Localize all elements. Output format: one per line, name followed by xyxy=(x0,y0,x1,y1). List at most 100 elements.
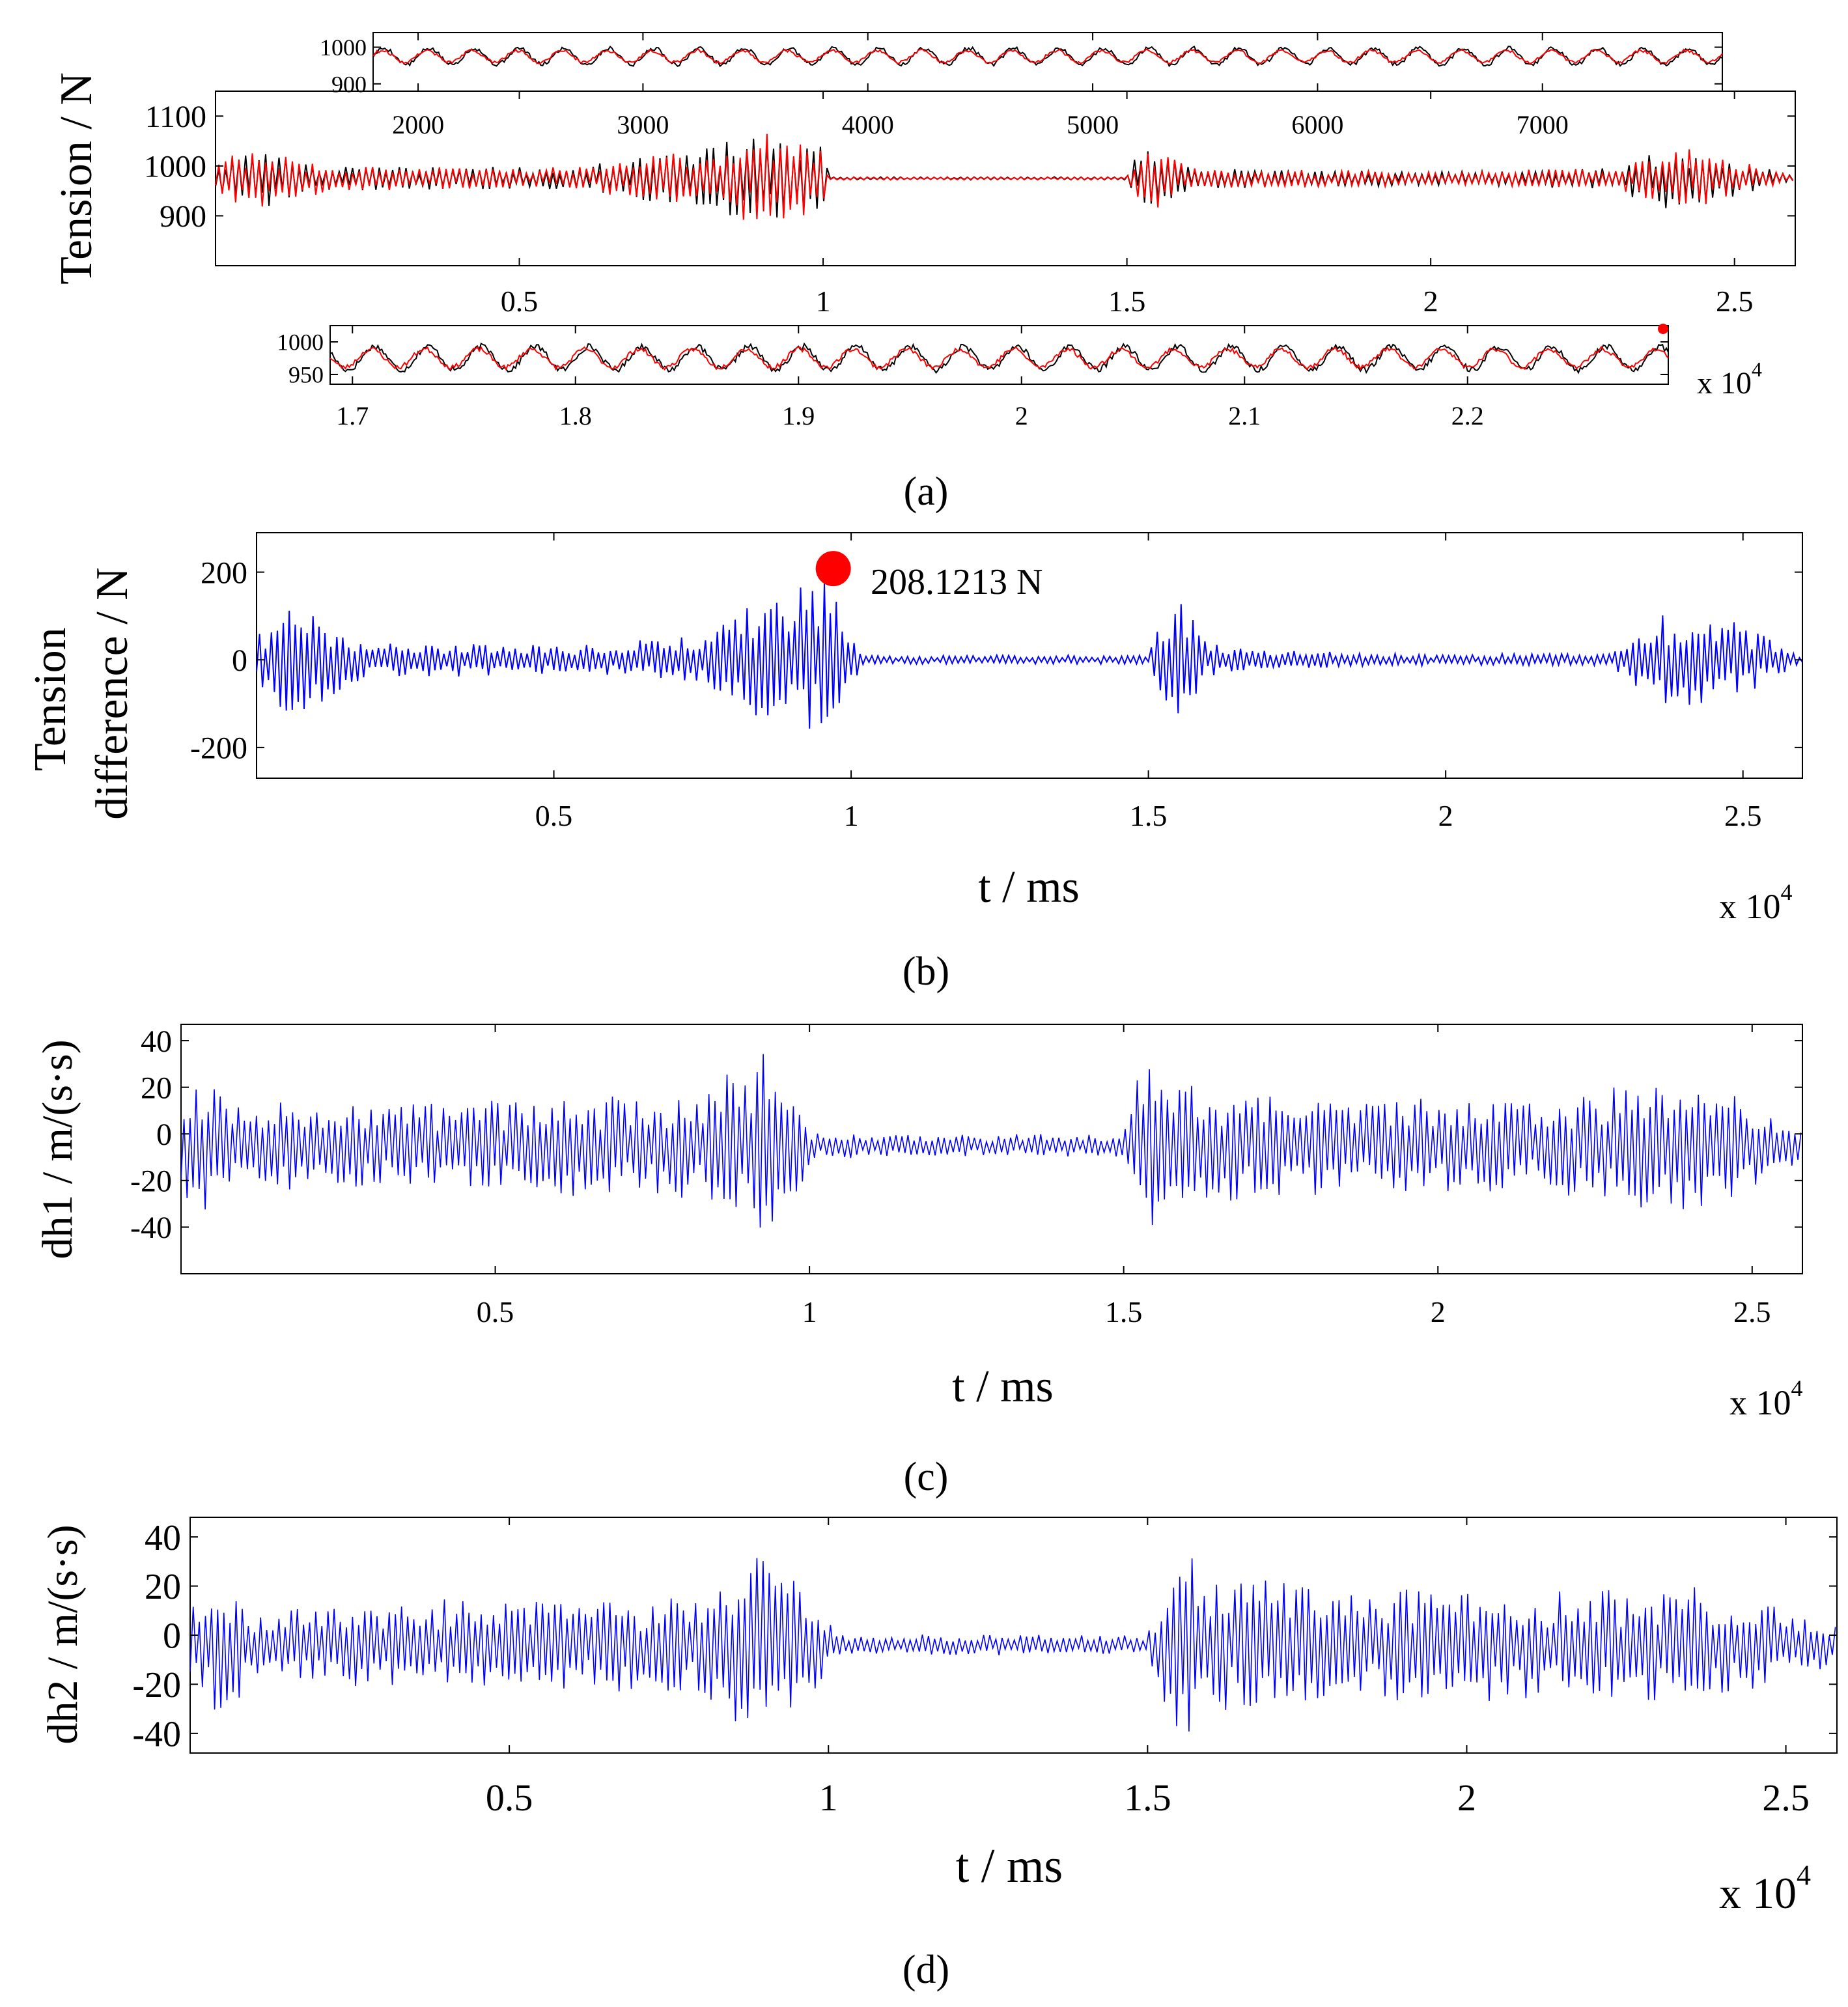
inset-bottom-x-ticks: 1.7 1.8 1.9 2 2.1 2.2 xyxy=(336,326,1484,430)
main-x-ticks: 0.5 1 1.5 2 2.5 xyxy=(501,91,1754,318)
b-y-axis-label: Tension difference / N xyxy=(25,567,137,819)
d-y-axis-label: dh2 / m/(s·s) xyxy=(39,1524,87,1744)
inset-bottom-end-marker xyxy=(1658,324,1668,334)
x-tick-label: 2.5 xyxy=(1762,1776,1810,1819)
main-tension-series xyxy=(215,133,1794,220)
panel-b: -200 0 200 0.5 1 1.5 2 2.5 208.1213 N Tension … xyxy=(25,532,1803,994)
x-tick-label: 1.7 xyxy=(336,401,369,430)
x-tick-label: 0.5 xyxy=(501,285,539,318)
x-tick-label: 1.9 xyxy=(782,401,815,430)
y-tick-label: 950 xyxy=(288,362,324,388)
inset-bottom-plot: 950 1000 1.7 1.8 1.9 2 2.1 2.2 x 104 xyxy=(277,324,1762,430)
x-tick-label: 1 xyxy=(816,285,831,318)
main-tension-plot: 2000 3000 4000 5000 6000 7000 900 1000 1100 0.5… xyxy=(51,33,1796,318)
d-dh2-series xyxy=(189,1558,1836,1732)
inset-top-x-tick-labels: 2000 3000 4000 5000 6000 7000 xyxy=(392,33,1569,139)
y-tick-label: 200 xyxy=(201,555,247,590)
y-tick-label: 40 xyxy=(145,1518,181,1558)
panel-c-caption: (c) xyxy=(904,1455,949,1499)
y-tick-label: -20 xyxy=(130,1164,172,1199)
c-x-axis-label: t / ms xyxy=(952,1362,1054,1412)
x-tick-label: 2000 xyxy=(392,110,444,139)
panel-a-caption: (a) xyxy=(904,470,949,514)
x-tick-label: 7000 xyxy=(1517,110,1569,139)
x-tick-label: 2.5 xyxy=(1724,799,1762,832)
x-tick-label: 1.5 xyxy=(1130,799,1168,832)
x-tick-label: 2 xyxy=(1015,401,1028,430)
x-tick-label: 3000 xyxy=(617,110,669,139)
tension-2-line xyxy=(215,133,1794,220)
panel-c: -40 -20 0 20 40 0.5 1 1.5 2 2.5 dh1 / m/(s·s) t … xyxy=(34,1024,1803,1499)
b-x-ticks: 0.5 1 1.5 2 2.5 xyxy=(535,533,1762,832)
y-tick-label: 1000 xyxy=(277,330,324,356)
x-tick-label: 1.5 xyxy=(1105,1295,1143,1328)
d-plot-frame xyxy=(189,1517,1838,1754)
main-y-axis-label: Tension / N xyxy=(51,72,102,285)
inset-top-y-ticks: 900 1000 xyxy=(320,35,1722,97)
dh1-line xyxy=(180,1054,1802,1228)
y-tick-label: 0 xyxy=(156,1117,172,1152)
b-x-multiplier: x 104 xyxy=(1719,879,1793,926)
x-tick-label: 1.5 xyxy=(1108,285,1146,318)
y-tick-label: 900 xyxy=(331,71,367,97)
x-tick-label: 6000 xyxy=(1291,110,1343,139)
c-plot-frame xyxy=(180,1024,1803,1274)
x-tick-label: 1 xyxy=(819,1776,838,1819)
d-y-ticks: -40 -20 0 20 40 xyxy=(132,1518,1837,1754)
d-x-axis-label: t / ms xyxy=(956,1840,1063,1893)
b-plot-frame xyxy=(256,532,1803,779)
inset-top-plot: 900 1000 xyxy=(320,32,1723,97)
x-tick-label: 2.2 xyxy=(1451,401,1484,430)
y-tick-label: -200 xyxy=(190,731,247,766)
c-x-multiplier: x 104 xyxy=(1729,1375,1803,1422)
x-tick-label: 2 xyxy=(1457,1776,1476,1819)
main-y-ticks: 900 1000 1100 xyxy=(144,100,1795,234)
y-tick-label: 20 xyxy=(141,1071,172,1105)
d-x-multiplier: x 104 xyxy=(1719,1859,1811,1918)
b-x-axis-label: t / ms xyxy=(978,862,1080,912)
main-plot-frame xyxy=(215,91,1796,266)
b-peak-marker xyxy=(815,551,851,587)
y-tick-label: 900 xyxy=(160,199,206,234)
x-tick-label: 0.5 xyxy=(486,1776,533,1819)
tension-difference-line xyxy=(256,583,1803,729)
x-tick-label: 1 xyxy=(844,799,859,832)
panel-d: -40 -20 0 20 40 0.5 1 1.5 2 2.5 dh2 / m/(s·s) t … xyxy=(39,1517,1838,1992)
panel-d-caption: (d) xyxy=(903,1948,949,1992)
inset-bottom-tension-2-line xyxy=(329,345,1669,371)
inset-top-tension-2-line xyxy=(372,48,1723,64)
x-tick-label: 1 xyxy=(802,1295,817,1328)
y-tick-label: -40 xyxy=(130,1211,172,1245)
c-y-axis-label: dh1 / m/(s·s) xyxy=(34,1039,81,1259)
inset-bottom-series xyxy=(329,342,1669,374)
c-x-ticks: 0.5 1 1.5 2 2.5 xyxy=(477,1024,1771,1328)
c-y-ticks: -40 -20 0 20 40 xyxy=(130,1024,1802,1245)
y-tick-label: 0 xyxy=(232,643,247,678)
x-tick-label: 5000 xyxy=(1067,110,1119,139)
x-tick-label: 2.1 xyxy=(1228,401,1261,430)
y-tick-label: 20 xyxy=(145,1567,181,1607)
b-y-ticks: -200 0 200 xyxy=(190,555,1802,766)
x-tick-label: 0.5 xyxy=(535,799,573,832)
c-dh1-series xyxy=(180,1054,1802,1228)
b-tension-difference-series xyxy=(256,583,1803,729)
inset-top-series xyxy=(372,45,1723,68)
tension-1-line xyxy=(215,138,1794,218)
inset-bottom-x-multiplier: x 104 xyxy=(1697,358,1762,400)
y-tick-label: 1100 xyxy=(145,100,206,134)
y-tick-label: -20 xyxy=(132,1665,181,1705)
x-tick-label: 4000 xyxy=(842,110,894,139)
x-tick-label: 1.5 xyxy=(1124,1776,1171,1819)
b-peak-annotation: 208.1213 N xyxy=(871,562,1043,602)
panel-b-caption: (b) xyxy=(903,949,949,994)
panel-a: 900 1000 2000 3000 4000 5000 6000 7000 900 1000… xyxy=(51,32,1796,514)
x-tick-label: 2.5 xyxy=(1716,285,1754,318)
y-tick-label: -40 xyxy=(132,1714,181,1754)
x-tick-label: 2 xyxy=(1438,799,1453,832)
y-tick-label: 1000 xyxy=(144,150,206,184)
d-x-ticks: 0.5 1 1.5 2 2.5 xyxy=(486,1517,1810,1819)
y-tick-label: 1000 xyxy=(320,35,367,61)
inset-top-tension-1-line xyxy=(372,45,1723,68)
inset-bottom-y-ticks: 950 1000 xyxy=(277,330,1668,388)
